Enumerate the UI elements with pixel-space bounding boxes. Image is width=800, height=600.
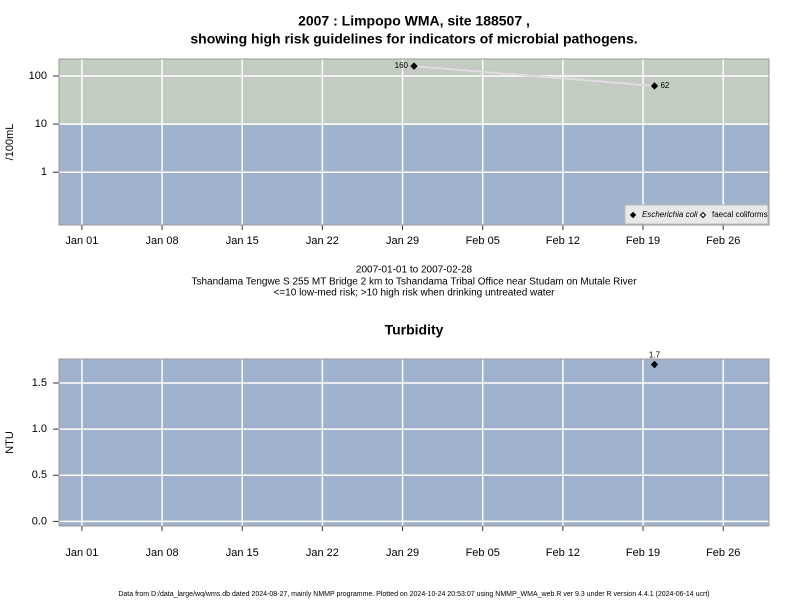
x-tick-label: Feb 05	[466, 547, 500, 559]
data-label: 160	[395, 61, 409, 70]
x-tick-label: Jan 29	[386, 547, 419, 559]
plot-background	[59, 359, 769, 526]
x-tick-label: Jan 29	[386, 235, 419, 247]
legend-box	[624, 204, 769, 225]
x-tick-label: Jan 08	[146, 235, 179, 247]
legend-label: Escherichia coli	[642, 210, 698, 219]
x-tick-label: Feb 26	[706, 547, 740, 559]
data-label: 62	[660, 81, 669, 90]
footer: Data from D:/data_large/wq/wms.db dated …	[118, 591, 709, 598]
x-tick-label: Feb 12	[546, 547, 580, 559]
y-tick-label: 0.5	[32, 469, 47, 481]
y-tick-label: 1	[41, 166, 47, 178]
y-axis-label: /100mL	[4, 124, 16, 161]
x-tick-label: Jan 01	[65, 547, 98, 559]
x-tick-label: Feb 19	[626, 547, 660, 559]
x-tick-label: Feb 12	[546, 235, 580, 247]
plot-frame	[58, 358, 770, 527]
data-point	[650, 82, 659, 90]
x-tick-label: Jan 15	[226, 547, 259, 559]
y-tick-label: 1.5	[32, 377, 47, 389]
x-tick-label: Feb 26	[706, 235, 740, 247]
data-point	[650, 360, 659, 369]
legend-label: faecal coliforms	[712, 210, 768, 219]
caption: Tshandama Tengwe S 255 MT Bridge 2 km to…	[191, 277, 637, 288]
caption: 2007-01-01 to 2007-02-28	[356, 265, 473, 276]
legend-marker	[699, 211, 707, 219]
series-line	[413, 65, 655, 87]
x-tick-label: Feb 05	[466, 235, 500, 247]
y-tick-label: 100	[29, 70, 47, 82]
data-point	[410, 62, 418, 70]
y-tick-label: 0.0	[32, 515, 47, 527]
band-high	[59, 59, 769, 125]
x-tick-label: Jan 22	[306, 235, 339, 247]
caption: <=10 low-med risk; >10 high risk when dr…	[274, 288, 556, 299]
chart-title: showing high risk guidelines for indicat…	[190, 31, 637, 47]
x-tick-label: Jan 22	[306, 547, 339, 559]
legend-marker	[629, 211, 637, 219]
chart-title: Turbidity	[385, 322, 444, 338]
y-tick-label: 1.0	[32, 423, 47, 435]
x-tick-label: Jan 08	[146, 547, 179, 559]
data-label: 1.7	[649, 351, 661, 360]
chart-title: 2007 : Limpopo WMA, site 188507 ,	[298, 13, 530, 29]
plot-frame	[58, 58, 770, 226]
y-tick-label: 10	[35, 118, 47, 130]
y-axis-label: NTU	[4, 431, 16, 454]
x-tick-label: Feb 19	[626, 235, 660, 247]
x-tick-label: Jan 01	[65, 235, 98, 247]
x-tick-label: Jan 15	[226, 235, 259, 247]
